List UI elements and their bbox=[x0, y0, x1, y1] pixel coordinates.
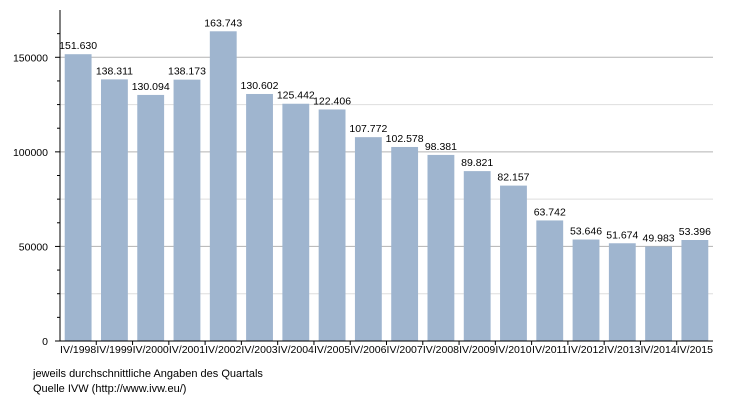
bar bbox=[463, 171, 491, 341]
bar-value-label: 107.772 bbox=[349, 123, 387, 135]
x-tick-label: IV/2004 bbox=[278, 344, 314, 356]
x-tick-label: IV/2006 bbox=[350, 344, 386, 356]
bar-value-label: 98.381 bbox=[425, 141, 457, 153]
bar bbox=[318, 109, 346, 342]
bar bbox=[681, 240, 709, 341]
bar bbox=[536, 220, 564, 341]
bar bbox=[354, 137, 382, 341]
x-tick-label: IV/2007 bbox=[387, 344, 423, 356]
x-tick-label: IV/2014 bbox=[640, 344, 676, 356]
y-tick-label: 0 bbox=[42, 336, 48, 348]
y-tick-label: 100000 bbox=[13, 147, 48, 159]
bar-value-label: 53.396 bbox=[679, 226, 711, 238]
bar bbox=[608, 243, 636, 341]
bar bbox=[209, 31, 237, 342]
bar bbox=[391, 146, 419, 341]
bar-value-label: 163.743 bbox=[204, 17, 242, 29]
x-tick-label: IV/2008 bbox=[423, 344, 459, 356]
bar-value-label: 53.646 bbox=[570, 226, 602, 238]
bar bbox=[173, 79, 201, 341]
x-tick-label: IV/2000 bbox=[133, 344, 169, 356]
source-text: Quelle IVW (http://www.ivw.eu/) bbox=[33, 383, 187, 395]
bar-value-label: 125.442 bbox=[277, 90, 315, 102]
value-labels: 151.630 138.311 130.094 138.173 163.743 130.6… bbox=[59, 17, 711, 244]
bar bbox=[246, 93, 273, 341]
x-tick-label: IV/2012 bbox=[568, 344, 604, 356]
footnote-text: jeweils durchschnittliche Angaben des Qu… bbox=[33, 368, 263, 380]
bar bbox=[427, 154, 455, 341]
bar-value-label: 49.983 bbox=[643, 232, 675, 244]
x-tick-label: IV/2011 bbox=[532, 344, 568, 356]
bar bbox=[645, 246, 673, 341]
x-tick-label: IV/2001 bbox=[169, 344, 205, 356]
bar-value-label: 122.406 bbox=[313, 95, 351, 107]
x-tick-label: IV/2002 bbox=[205, 344, 241, 356]
bar-value-label: 130.094 bbox=[132, 81, 170, 93]
gridlines bbox=[60, 56, 713, 295]
x-tick-label: IV/2015 bbox=[677, 344, 713, 356]
bar-value-label: 138.311 bbox=[96, 65, 133, 77]
bar-value-label: 138.173 bbox=[168, 66, 206, 78]
bar-value-label: 102.578 bbox=[386, 133, 424, 145]
bar-value-label: 82.157 bbox=[497, 172, 529, 184]
x-tick-label: IV/2005 bbox=[314, 344, 350, 356]
x-tick-label: IV/2010 bbox=[495, 344, 531, 356]
bar bbox=[282, 103, 310, 342]
x-tick-label: IV/1999 bbox=[96, 344, 132, 356]
x-tick-label: IV/1998 bbox=[60, 344, 96, 356]
bar bbox=[572, 239, 600, 341]
bar-value-label: 151.630 bbox=[59, 40, 97, 52]
y-tick-label: 150000 bbox=[13, 52, 48, 64]
bar-value-label: 63.742 bbox=[534, 206, 566, 218]
bar-value-label: 130.602 bbox=[241, 80, 279, 92]
bar bbox=[137, 94, 165, 341]
bar bbox=[500, 185, 527, 341]
x-tick-label: IV/2009 bbox=[459, 344, 495, 356]
bar bbox=[100, 79, 128, 341]
bar-value-label: 51.674 bbox=[606, 229, 638, 241]
bar-value-label: 89.821 bbox=[461, 157, 493, 169]
x-tick-label: IV/2003 bbox=[241, 344, 277, 356]
bars bbox=[64, 31, 709, 342]
y-tick-label: 50000 bbox=[19, 241, 48, 253]
bar bbox=[64, 54, 92, 341]
x-tick-label: IV/2013 bbox=[604, 344, 640, 356]
bar-chart: 151.630 138.311 130.094 138.173 163.743 130.6… bbox=[13, 10, 713, 356]
